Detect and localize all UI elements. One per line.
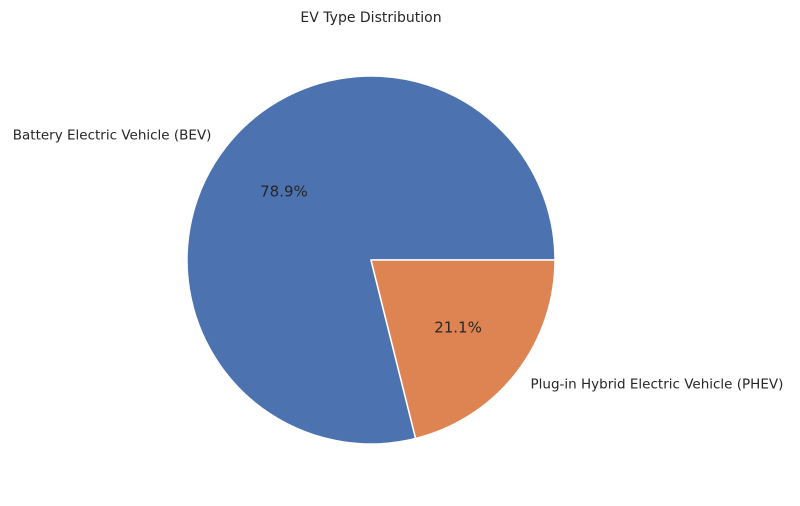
slice-label-bev: Battery Electric Vehicle (BEV) [13,127,212,143]
percent-label-bev: 78.9% [260,183,308,201]
percent-label-phev: 21.1% [434,318,482,336]
pie-slice-bev [186,75,556,445]
pie-slices [186,75,556,445]
slice-label-phev: Plug-in Hybrid Electric Vehicle (PHEV) [531,377,784,393]
pie-labels: Battery Electric Vehicle (BEV) 78.9% Plug-… [13,127,784,392]
chart-title: EV Type Distribution [300,10,441,26]
pie-slice-phev [370,259,556,440]
